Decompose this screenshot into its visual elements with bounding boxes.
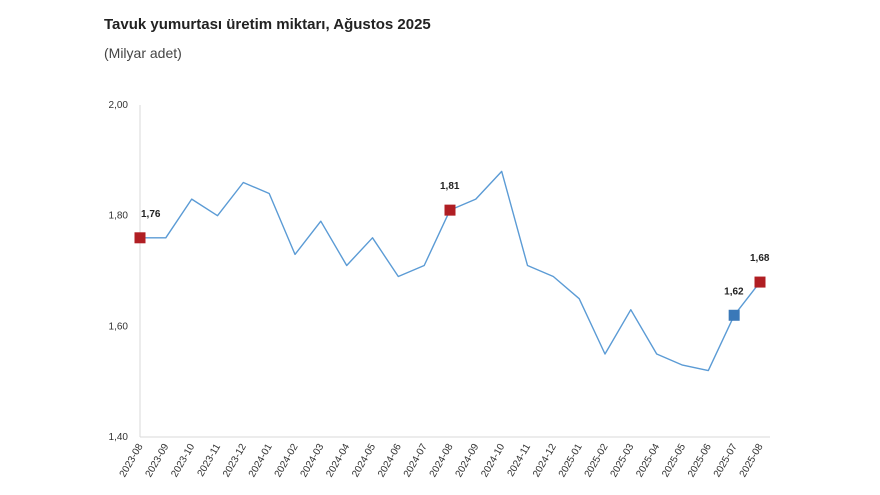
data-label: 1,76 bbox=[141, 209, 161, 220]
x-tick-label: 2024-02 bbox=[273, 442, 301, 480]
x-tick-label: 2025-07 bbox=[712, 442, 740, 480]
x-tick-label: 2024-03 bbox=[299, 442, 327, 480]
y-tick-label: 1,80 bbox=[109, 211, 129, 222]
x-tick-label: 2024-05 bbox=[350, 442, 378, 480]
x-tick-labels: 2023-082023-092023-102023-112023-122024-… bbox=[118, 442, 766, 480]
x-tick-label: 2023-10 bbox=[169, 442, 197, 480]
data-label: 1,81 bbox=[440, 181, 460, 192]
x-tick-label: 2024-12 bbox=[531, 442, 559, 480]
series-line-group bbox=[140, 170, 761, 372]
x-tick-label: 2024-06 bbox=[376, 442, 404, 480]
x-tick-label: 2025-05 bbox=[660, 442, 688, 480]
x-tick-label: 2024-04 bbox=[324, 442, 352, 480]
y-tick-label: 1,40 bbox=[109, 432, 129, 443]
x-tick-label: 2024-11 bbox=[506, 442, 534, 479]
y-tick-label: 2,00 bbox=[109, 100, 129, 111]
x-tick-label: 2024-07 bbox=[402, 442, 430, 480]
chart-title: Tavuk yumurtası üretim miktarı, Ağustos … bbox=[104, 16, 431, 33]
x-tick-label: 2025-04 bbox=[634, 442, 662, 480]
x-tick-label: 2025-06 bbox=[686, 442, 714, 480]
highlight-marker bbox=[134, 232, 146, 244]
data-label: 1,68 bbox=[750, 253, 770, 264]
x-tick-label: 2024-08 bbox=[428, 442, 456, 480]
highlight-marker bbox=[444, 204, 456, 216]
data-label: 1,62 bbox=[724, 286, 744, 297]
y-tick-label: 1,60 bbox=[109, 321, 129, 332]
x-tick-label: 2023-09 bbox=[144, 442, 172, 480]
chart-subtitle: (Milyar adet) bbox=[104, 45, 182, 61]
highlight-marker bbox=[754, 276, 766, 288]
y-tick-labels: 1,40 1,60 1,80 2,00 bbox=[109, 100, 129, 443]
x-tick-label: 2023-08 bbox=[118, 442, 146, 480]
x-tick-label: 2025-03 bbox=[609, 442, 637, 480]
highlight-marker bbox=[728, 309, 740, 321]
x-tick-label: 2025-08 bbox=[738, 442, 766, 480]
x-tick-label: 2025-02 bbox=[583, 442, 611, 480]
x-tick-label: 2024-01 bbox=[247, 442, 275, 480]
x-tick-label: 2024-09 bbox=[454, 442, 482, 480]
series-line bbox=[140, 170, 761, 372]
x-tick-label: 2023-12 bbox=[221, 442, 249, 480]
x-tick-label: 2025-01 bbox=[557, 442, 585, 480]
x-tick-label: 2023-11 bbox=[196, 442, 224, 479]
x-tick-label: 2024-10 bbox=[479, 442, 507, 480]
highlight-markers: 1,76 1,81 1,62 1,68 bbox=[134, 181, 770, 321]
